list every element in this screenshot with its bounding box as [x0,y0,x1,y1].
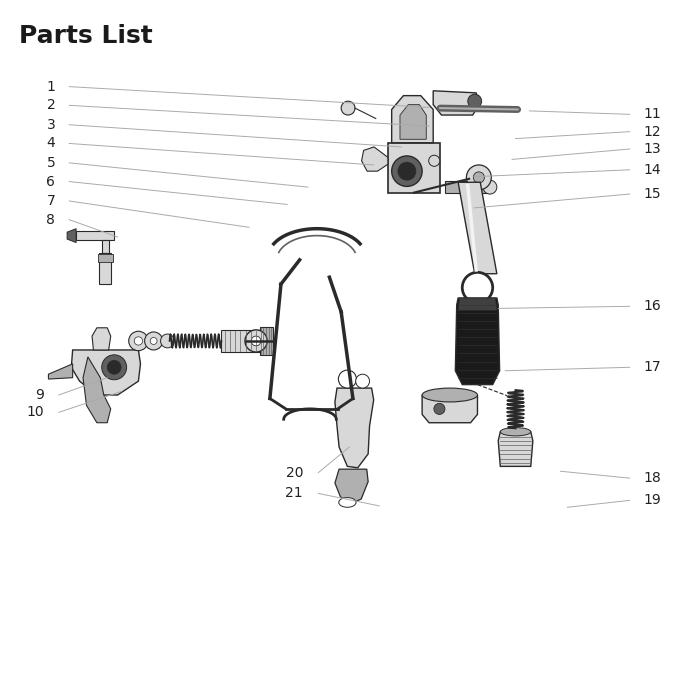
Ellipse shape [500,428,531,436]
Text: 14: 14 [644,163,661,177]
Text: Parts List: Parts List [19,24,153,49]
Circle shape [150,337,157,344]
Text: 1: 1 [46,80,55,94]
Text: 19: 19 [644,493,662,507]
Bar [98,254,113,262]
Text: 13: 13 [644,142,661,156]
Polygon shape [433,91,480,115]
Text: 11: 11 [644,107,662,121]
FancyBboxPatch shape [388,143,440,193]
Polygon shape [400,105,426,139]
Circle shape [434,403,445,414]
Text: 9: 9 [35,388,44,402]
Text: 20: 20 [286,466,303,480]
Circle shape [161,334,174,348]
Circle shape [398,162,416,180]
Bar [102,240,109,253]
Text: 12: 12 [644,125,661,139]
Circle shape [129,331,148,351]
Circle shape [473,172,484,183]
Polygon shape [498,432,533,466]
Circle shape [107,360,121,374]
Text: 16: 16 [644,299,662,313]
Text: 7: 7 [46,194,55,208]
Polygon shape [92,328,111,350]
Circle shape [483,180,497,194]
Bar [221,330,260,352]
Circle shape [251,336,261,346]
Ellipse shape [422,388,477,402]
Circle shape [466,165,491,190]
Text: 18: 18 [644,471,662,485]
Circle shape [468,94,482,108]
Text: 2: 2 [46,98,55,112]
Bar [445,181,490,193]
Ellipse shape [339,498,356,507]
Text: 17: 17 [644,360,661,374]
Circle shape [341,101,355,115]
Polygon shape [83,357,111,423]
Bar [260,327,273,355]
Polygon shape [335,469,368,504]
Polygon shape [455,298,500,385]
Circle shape [102,355,127,380]
Polygon shape [71,350,140,395]
Polygon shape [335,388,374,468]
Text: 10: 10 [26,405,44,419]
Polygon shape [458,298,497,310]
Bar [76,231,114,240]
Text: 15: 15 [644,187,661,201]
Circle shape [145,332,163,350]
Circle shape [392,156,422,186]
Text: 5: 5 [46,156,55,170]
Text: 8: 8 [46,213,55,227]
Polygon shape [392,96,433,143]
Polygon shape [458,182,497,274]
Bar [99,253,111,284]
Circle shape [462,272,493,303]
Circle shape [356,374,370,388]
Polygon shape [361,147,388,171]
Circle shape [134,337,143,345]
Polygon shape [67,229,76,243]
Text: 21: 21 [286,486,303,500]
Text: 6: 6 [46,175,55,188]
Polygon shape [422,395,477,423]
Polygon shape [48,364,73,379]
Circle shape [338,370,356,388]
Circle shape [245,330,267,352]
Text: 3: 3 [46,118,55,132]
Text: 4: 4 [46,137,55,150]
Circle shape [428,155,440,166]
